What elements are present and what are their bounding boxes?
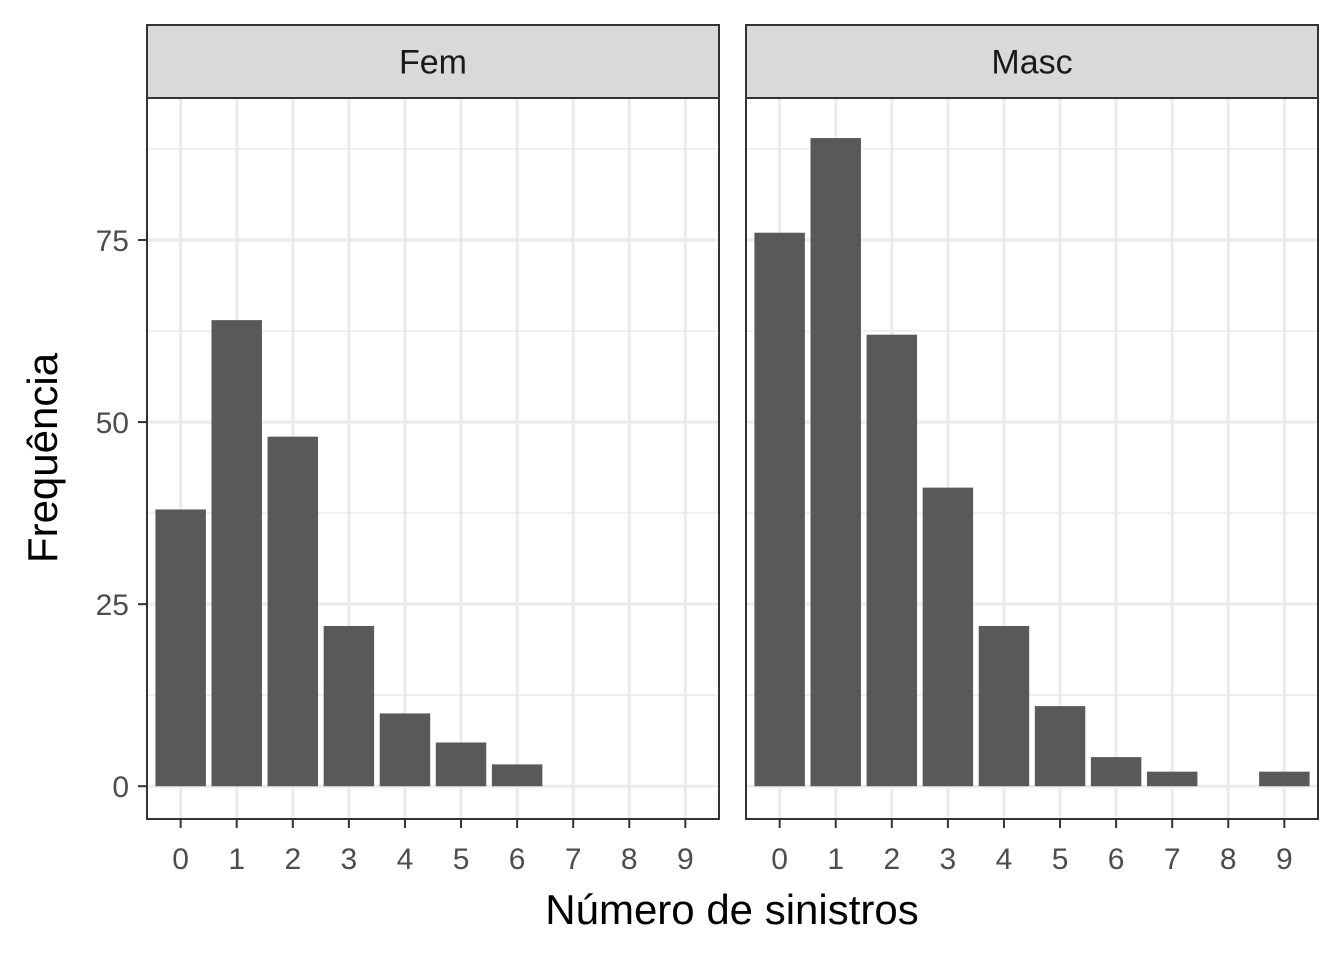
x-tick-label: 9 [677, 843, 694, 876]
y-tick-label: 25 [96, 589, 129, 622]
x-tick-label: 4 [397, 843, 414, 876]
x-tick-label: 8 [1220, 843, 1237, 876]
facet-panels: Fem 0 1 2 3 4 5 6 7 8 9 Masc 0 1 2 3 4 5 6 7 8 9 [146, 24, 1319, 876]
bar-fem-5 [435, 742, 487, 787]
bar-fem-4 [379, 713, 431, 787]
bar-fem-3 [323, 626, 375, 787]
facet-strip-label: Fem [399, 44, 467, 82]
bar-masc-1 [810, 138, 861, 787]
y-axis-title: Frequência [19, 352, 66, 563]
bar-masc-4 [978, 626, 1030, 787]
bar-masc-7 [1146, 771, 1198, 787]
x-tick-label: 7 [1164, 843, 1181, 876]
plot-area [746, 98, 1318, 819]
panel-border [745, 97, 1319, 820]
x-tick-label: 2 [284, 843, 301, 876]
facet-panel-masc: Masc 0 1 2 3 4 5 6 7 8 9 [745, 24, 1319, 876]
x-tick-label: 6 [509, 843, 526, 876]
x-tick-label: 0 [771, 843, 788, 876]
x-tick-label: 1 [827, 843, 844, 876]
x-tick-label: 4 [996, 843, 1013, 876]
x-tick-label: 0 [172, 843, 189, 876]
x-tick-label: 8 [621, 843, 638, 876]
panel-border [146, 97, 720, 820]
bar-masc-2 [866, 334, 918, 787]
x-tick-label: 1 [228, 843, 245, 876]
bar-masc-6 [1090, 757, 1142, 787]
x-tick-label: 5 [453, 843, 470, 876]
facet-panel-fem: Fem 0 1 2 3 4 5 6 7 8 9 [146, 24, 720, 876]
x-tick-label: 3 [940, 843, 957, 876]
bar-fem-2 [267, 436, 319, 787]
x-tick-label: 3 [341, 843, 358, 876]
bar-masc-3 [922, 487, 974, 787]
bar-masc-5 [1034, 706, 1086, 787]
bar-fem-1 [211, 320, 262, 787]
y-axis: 0 25 50 75 [96, 225, 147, 804]
bar-masc-9 [1259, 771, 1310, 787]
x-axis-title: Número de sinistros [545, 886, 918, 933]
y-tick-label: 50 [96, 407, 129, 440]
bar-masc-0 [754, 232, 805, 787]
x-tick-label: 6 [1108, 843, 1125, 876]
x-tick-label: 7 [565, 843, 582, 876]
x-tick-label: 2 [883, 843, 900, 876]
y-tick-label: 75 [96, 225, 129, 258]
facet-strip [146, 24, 720, 99]
facet-strip [745, 24, 1319, 99]
bar-fem-6 [491, 764, 543, 787]
facet-strip-label: Masc [991, 44, 1072, 82]
x-tick-label: 9 [1276, 843, 1293, 876]
y-tick-label: 0 [112, 771, 129, 804]
bar-fem-0 [155, 509, 206, 787]
plot-area [147, 98, 719, 819]
x-tick-label: 5 [1052, 843, 1069, 876]
